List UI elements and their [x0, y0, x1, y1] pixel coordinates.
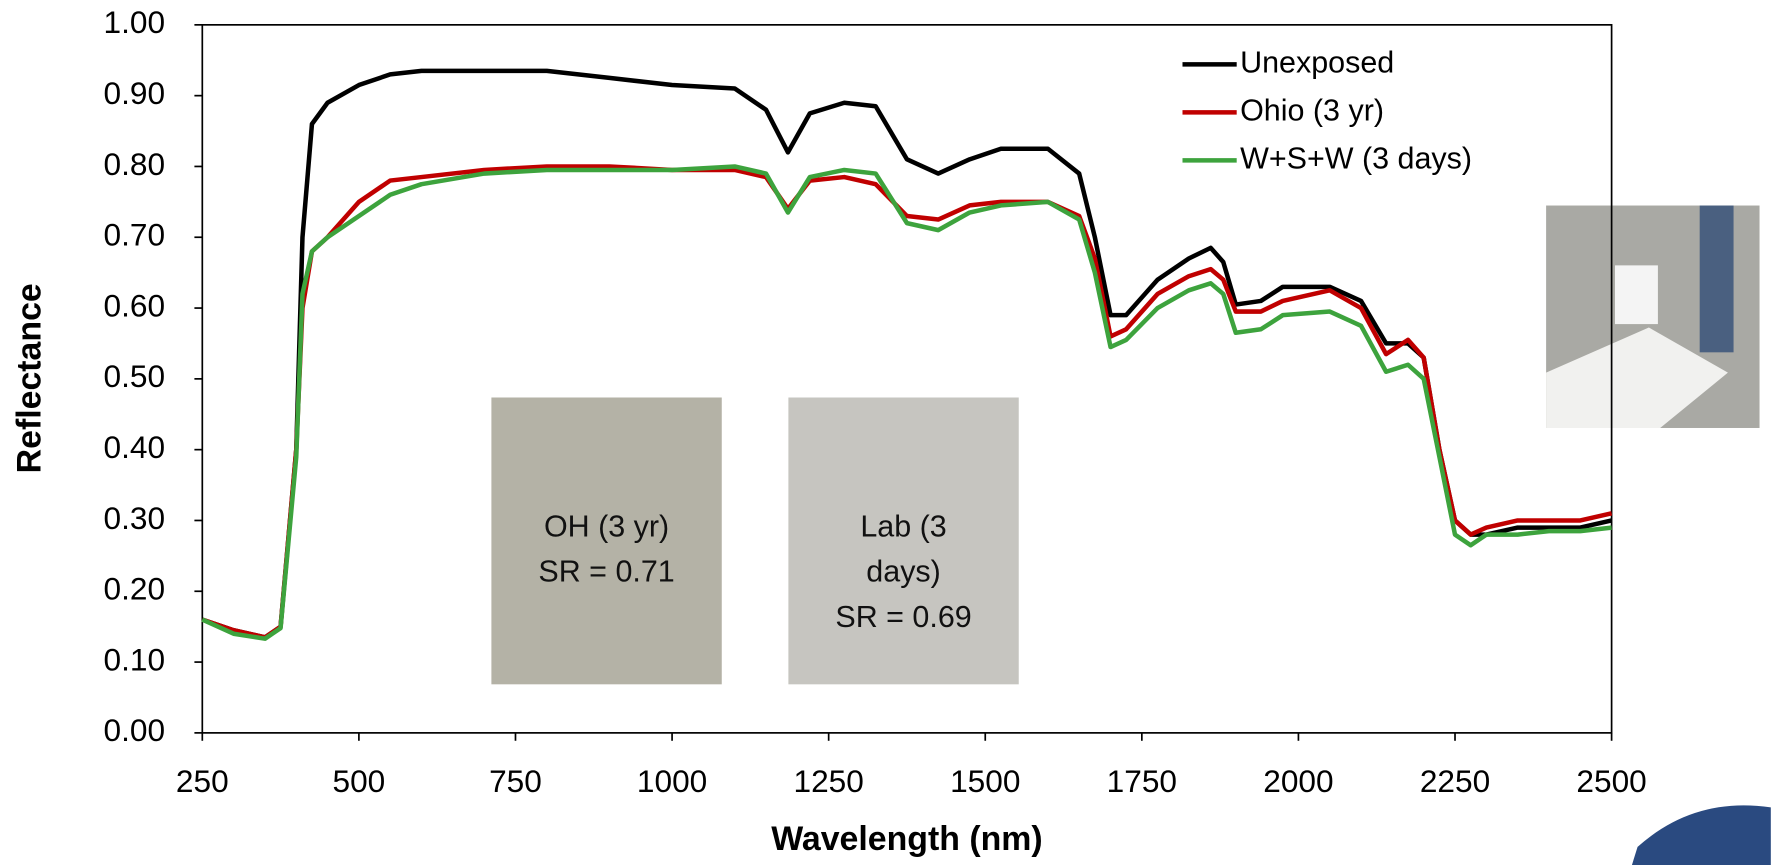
y-tick-label: 1.00 — [104, 4, 166, 40]
y-tick-label: 0.40 — [104, 429, 166, 465]
x-tick-label: 2000 — [1263, 763, 1333, 799]
sample-photo — [788, 397, 1019, 685]
x-tick-label: 1500 — [950, 763, 1020, 799]
annotation: SR = 0.69 — [835, 600, 971, 634]
photo-detail — [1699, 205, 1734, 353]
sample-photo — [491, 397, 722, 685]
photo-detail — [1614, 265, 1658, 325]
y-tick-label: 0.80 — [104, 146, 166, 182]
x-tick-label: 2500 — [1576, 763, 1646, 799]
y-tick-label: 0.30 — [104, 500, 166, 536]
x-tick-label: 500 — [333, 763, 386, 799]
x-tick-label: 250 — [176, 763, 229, 799]
y-tick-label: 0.00 — [104, 712, 166, 748]
x-tick-label: 1750 — [1107, 763, 1177, 799]
x-tick-label: 750 — [489, 763, 542, 799]
logo — [1631, 805, 1771, 865]
annotation: SR = 0.71 — [538, 555, 674, 589]
y-tick-label: 0.70 — [104, 217, 166, 253]
y-tick-label: 0.10 — [104, 641, 166, 677]
legend-label: Ohio (3 yr) — [1240, 93, 1384, 127]
y-tick-label: 0.60 — [104, 287, 166, 323]
y-axis-title: Reflectance — [11, 283, 49, 473]
x-tick-label: 1250 — [793, 763, 863, 799]
x-axis-title: Wavelength (nm) — [771, 820, 1043, 858]
legend-label: W+S+W (3 days) — [1240, 141, 1472, 175]
x-tick-label: 1000 — [637, 763, 707, 799]
photo-detail — [1546, 327, 1728, 428]
y-tick-label: 0.50 — [104, 358, 166, 394]
legend-label: Unexposed — [1240, 45, 1394, 79]
y-tick-label: 0.90 — [104, 75, 166, 111]
annotation: days) — [866, 555, 941, 589]
annotation: Lab (3 — [860, 510, 946, 544]
x-tick-label: 2250 — [1420, 763, 1490, 799]
annotation: OH (3 yr) — [544, 510, 669, 544]
data-line — [201, 164, 1612, 641]
y-tick-label: 0.20 — [104, 571, 166, 607]
